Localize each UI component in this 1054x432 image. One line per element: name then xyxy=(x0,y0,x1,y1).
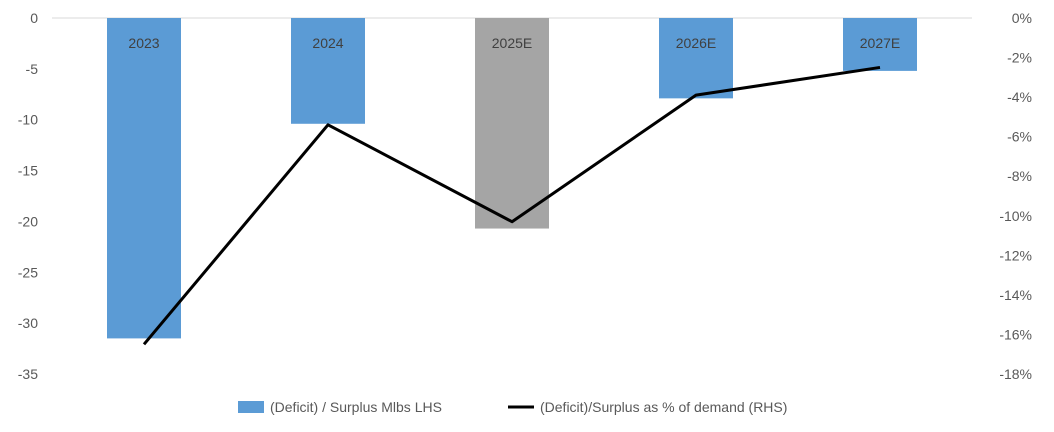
line-series xyxy=(142,65,881,346)
left-tick-label: -35 xyxy=(18,366,38,382)
category-label: 2024 xyxy=(312,35,343,51)
bar xyxy=(475,18,549,229)
right-tick-label: -6% xyxy=(1007,129,1032,145)
category-label: 2026E xyxy=(676,35,716,51)
right-tick-label: -8% xyxy=(1007,168,1032,184)
right-y-axis: 0% -2% -4% -6% -8% -10% -12% -14% -16% -18% xyxy=(999,10,1032,382)
category-labels: 2023 2024 2025E 2026E 2027E xyxy=(128,35,900,51)
bar xyxy=(659,18,733,99)
left-tick-label: -20 xyxy=(18,213,38,229)
legend: (Deficit) / Surplus Mlbs LHS (Deficit)/S… xyxy=(238,399,787,415)
left-tick-label: -25 xyxy=(18,264,38,280)
right-tick-label: 0% xyxy=(1012,10,1032,26)
right-tick-label: -4% xyxy=(1007,89,1032,105)
legend-label-bars: (Deficit) / Surplus Mlbs LHS xyxy=(270,399,442,415)
bar xyxy=(843,18,917,71)
legend-label-line: (Deficit)/Surplus as % of demand (RHS) xyxy=(540,399,787,415)
left-tick-label: 0 xyxy=(30,10,38,26)
left-tick-label: -30 xyxy=(18,315,38,331)
left-y-axis: 0 -5 -10 -15 -20 -25 -30 -35 xyxy=(18,10,38,382)
right-tick-label: -14% xyxy=(999,287,1032,303)
bar-series xyxy=(107,18,917,339)
left-tick-label: -5 xyxy=(26,61,39,77)
right-tick-label: -12% xyxy=(999,247,1032,263)
right-tick-label: -2% xyxy=(1007,50,1032,66)
category-label: 2027E xyxy=(860,35,900,51)
right-tick-label: -18% xyxy=(999,366,1032,382)
category-label: 2023 xyxy=(128,35,159,51)
bar xyxy=(107,18,181,339)
right-tick-label: -10% xyxy=(999,208,1032,224)
category-label: 2025E xyxy=(492,35,532,51)
right-tick-label: -16% xyxy=(999,326,1032,342)
bar xyxy=(291,18,365,124)
left-tick-label: -10 xyxy=(18,112,38,128)
left-tick-label: -15 xyxy=(18,163,38,179)
legend-swatch-bars xyxy=(238,401,264,413)
